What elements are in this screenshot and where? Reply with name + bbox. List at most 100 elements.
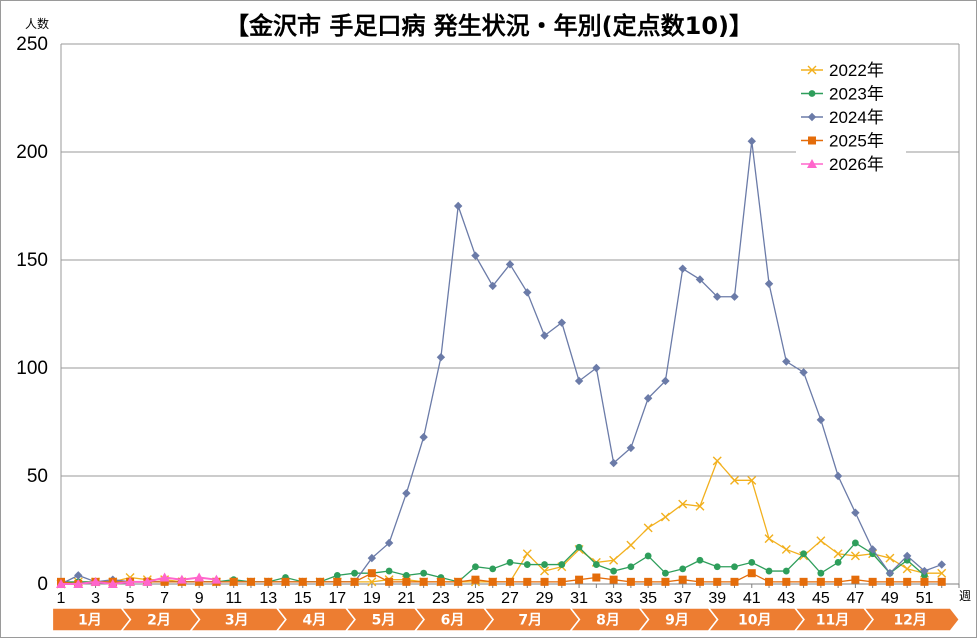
data-point <box>402 577 411 586</box>
data-point <box>402 571 410 579</box>
data-point <box>436 353 446 362</box>
data-point <box>333 577 342 586</box>
data-point <box>176 574 187 584</box>
data-point <box>678 499 688 509</box>
data-point <box>903 556 911 564</box>
month-band: 1月 2月 3月 4月 5月 6月 7月 8月 9月 10月 11月 12月 <box>51 607 961 632</box>
month-label: 8月 <box>596 613 620 629</box>
data-point <box>782 577 791 586</box>
x-tick-label: 23 <box>432 590 450 607</box>
data-point <box>506 559 514 566</box>
data-point <box>808 136 816 145</box>
data-point <box>868 545 877 554</box>
data-point <box>695 577 704 586</box>
data-point <box>454 577 463 586</box>
data-point <box>488 281 497 291</box>
data-point <box>816 415 826 425</box>
data-point <box>885 553 895 563</box>
data-point <box>807 65 817 75</box>
data-point <box>609 575 618 584</box>
data-point <box>523 561 531 568</box>
data-point <box>902 551 912 561</box>
month-label: 6月 <box>441 613 465 629</box>
legend: 2022年 2023年 2024年 2025年 2026年 <box>796 56 906 181</box>
data-point <box>808 90 816 97</box>
data-point <box>678 264 687 273</box>
data-point <box>644 577 653 586</box>
data-point <box>385 577 394 586</box>
data-point <box>661 577 670 586</box>
data-point <box>851 575 860 584</box>
data-point <box>211 574 222 584</box>
data-point <box>523 577 532 586</box>
data-point <box>920 566 929 576</box>
x-axis-label: 週 <box>959 589 971 603</box>
series-group <box>56 137 947 589</box>
x-tick-label: 13 <box>259 590 277 607</box>
data-point <box>816 536 826 546</box>
data-point <box>937 568 947 578</box>
month-label: 2月 <box>147 613 171 629</box>
data-point <box>609 555 619 565</box>
data-point <box>713 563 721 571</box>
data-point <box>937 577 946 586</box>
data-point <box>610 567 618 575</box>
x-tick-label: 31 <box>570 590 588 607</box>
data-point <box>833 471 843 481</box>
y-tick-label: 250 <box>16 34 48 55</box>
data-point <box>921 571 928 579</box>
month-label: 3月 <box>225 613 249 629</box>
month-label: 9月 <box>665 613 689 629</box>
series-line <box>60 572 942 585</box>
data-point <box>298 577 307 586</box>
x-tick-label: 11 <box>225 590 242 607</box>
x-tick-label: 7 <box>160 590 169 607</box>
data-point <box>817 569 825 577</box>
data-point <box>488 577 497 586</box>
data-point <box>142 576 153 586</box>
data-point <box>195 577 204 586</box>
data-point <box>730 292 739 301</box>
data-point <box>420 569 428 577</box>
data-point <box>696 556 704 564</box>
legend-label: 2022年 <box>829 61 884 80</box>
data-point <box>764 534 774 544</box>
data-point <box>506 577 514 586</box>
data-point <box>489 565 497 573</box>
data-point <box>505 260 515 269</box>
data-point <box>643 523 653 533</box>
data-point <box>471 575 480 584</box>
data-point <box>644 552 652 560</box>
data-point <box>626 577 635 586</box>
data-point <box>713 577 722 586</box>
data-point <box>713 292 722 301</box>
legend-item: 2022年 <box>801 61 884 80</box>
data-point <box>834 577 843 586</box>
series <box>56 456 947 589</box>
data-point <box>833 549 843 559</box>
data-point <box>333 571 341 579</box>
x-tick-label: 51 <box>916 590 934 607</box>
x-tick-label: 35 <box>639 590 657 607</box>
data-point <box>540 577 549 586</box>
x-tick-label: 27 <box>501 590 519 607</box>
y-tick-label: 0 <box>37 574 48 595</box>
data-point <box>56 579 66 588</box>
legend-item: 2023年 <box>801 85 884 104</box>
y-tick-label: 50 <box>27 466 48 487</box>
data-point <box>246 577 255 586</box>
data-point <box>592 561 600 568</box>
data-point <box>661 376 670 386</box>
x-tick-label: 43 <box>777 590 795 607</box>
x-tick-label: 29 <box>536 590 554 607</box>
data-point <box>781 544 791 554</box>
data-point <box>868 577 877 586</box>
x-axis-ticks: 1 3 5 7 9 11 13 15 17 19 21 23 25 27 29 31 33 35 37 39 41 43 4… <box>57 584 960 607</box>
data-point <box>626 443 636 453</box>
data-point <box>229 577 238 586</box>
x-tick-label: 33 <box>605 590 623 607</box>
month-label: 12月 <box>893 613 926 629</box>
data-point <box>419 577 428 586</box>
